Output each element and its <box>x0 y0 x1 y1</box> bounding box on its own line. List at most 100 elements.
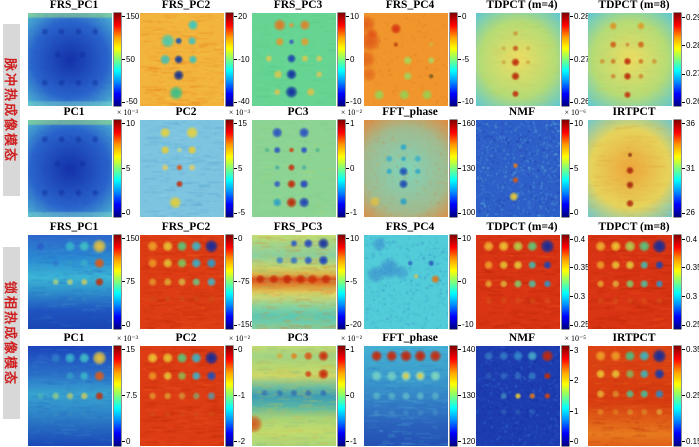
heatmap-canvas <box>140 235 224 329</box>
colorbar-tick-label: 0 <box>458 278 466 286</box>
colorbar-tick-label: 150 <box>122 234 139 243</box>
panel-title: PC3 <box>287 332 309 344</box>
colorbar-tick-label: 0 <box>458 12 466 21</box>
colorbar <box>114 346 121 446</box>
panel-row-4: PC1 × 10⁻³ 15 7.5 0 PC2 × 10⁻² 0 -1 -2 PC3 ×… <box>26 332 699 446</box>
panel-title: FRS_PC2 <box>161 0 211 11</box>
colorbar-tick-label: 0.26 <box>570 98 590 106</box>
colorbar <box>562 13 569 106</box>
colorbar-tick-label: 0.29 <box>682 13 699 22</box>
panel-frs-pc3-pulse: FRS_PC3 10 0 -10 <box>250 0 362 106</box>
scale-exponent: × 10⁻³ <box>116 334 138 343</box>
colorbar <box>450 235 457 329</box>
colorbar-tick-label: 0.3 <box>570 293 585 301</box>
panel-title: FRS_PC1 <box>49 0 99 11</box>
panel-title: PC3 <box>287 106 309 118</box>
panel-pc3-lockin: PC3 × 10⁻² 1 0 -1 <box>250 332 362 446</box>
panel-fft-phase-pulse: FFT_phase 160 130 100 <box>362 106 475 217</box>
panel-row-2: PC1 × 10⁻³ 10 5 0 PC2 × 10⁻³ 15 5 -5 PC3 × 1… <box>26 106 699 217</box>
panel-fft-phase-lockin: FFT_phase 140 130 120 <box>362 332 475 446</box>
colorbar-ticks: 160 130 100 <box>458 119 475 217</box>
colorbar-tick-label: 10 <box>122 119 135 128</box>
panel-frs-pc4-lockin: FRS_PC4 10 0 -10 <box>362 221 474 329</box>
heatmap-canvas <box>140 13 224 106</box>
panel-title: TDPCT (m=8) <box>598 0 670 11</box>
heatmap-canvas <box>588 13 672 106</box>
colorbar <box>338 346 345 446</box>
colorbar-ticks: 150 50 -50 <box>122 12 139 106</box>
colorbar-tick-label: -5 <box>346 278 357 286</box>
colorbar-tick-label: 0 <box>346 392 354 400</box>
colorbar-tick-label: -5 <box>234 209 245 217</box>
panel-nmf-pulse: NMF × 10⁻⁶ 10 5 0 <box>474 106 586 217</box>
colorbar-tick-label: 0.25 <box>682 392 699 400</box>
colorbar-tick-label: 10 <box>346 12 359 21</box>
colorbar <box>338 120 345 217</box>
colorbar-tick-label: 0.28 <box>682 41 699 50</box>
section-label-pulse: 脉冲热成像模态 <box>3 24 20 196</box>
colorbar-tick-label: 3 <box>570 347 578 355</box>
colorbar-tick-label: -20 <box>346 321 362 329</box>
colorbar-tick-label: 130 <box>458 164 475 173</box>
heatmap-canvas <box>364 235 448 329</box>
heatmap-canvas <box>476 120 560 217</box>
panel-title: FRS_PC4 <box>385 221 435 233</box>
colorbar-tick-label: 0 <box>234 234 242 243</box>
panel-title: FRS_PC2 <box>161 221 211 233</box>
colorbar-tick-label: 0 <box>122 209 130 217</box>
heatmap-canvas <box>588 346 672 446</box>
heatmap-canvas <box>28 13 112 106</box>
colorbar-tick-label: -1 <box>234 392 245 400</box>
panel-frs-pc4-pulse: FRS_PC4 0 -5 -10 <box>362 0 474 106</box>
colorbar-tick-label: 0 <box>122 438 130 446</box>
colorbar <box>114 13 121 106</box>
colorbar <box>562 120 569 217</box>
colorbar-tick-label: 15 <box>122 346 135 354</box>
panel-frs-pc2-pulse: FRS_PC2 20 -10 -40 <box>138 0 250 106</box>
panel-title: PC1 <box>63 332 85 344</box>
heatmap-canvas <box>364 13 448 106</box>
colorbar-tick-label: -10 <box>346 98 362 106</box>
panel-title: PC1 <box>63 106 85 118</box>
colorbar-tick-label: 130 <box>458 392 475 400</box>
colorbar-ticks: 0.28 0.27 0.26 <box>570 12 590 106</box>
colorbar-ticks: 36 31 26 <box>682 119 698 217</box>
colorbar-tick-label: 0 <box>346 164 354 173</box>
colorbar-tick-label: -1 <box>346 209 357 217</box>
colorbar-ticks: 0 -1 -2 <box>234 346 250 446</box>
panel-title: FRS_PC3 <box>273 0 323 11</box>
colorbar-tick-label: 160 <box>458 119 475 128</box>
panel-title: NMF <box>508 332 536 344</box>
colorbar-tick-label: 150 <box>122 12 139 21</box>
panel-title: TDPCT (m=4) <box>486 0 558 11</box>
colorbar-tick-label: 0.35 <box>682 346 699 354</box>
heatmap-canvas <box>364 346 448 446</box>
panel-title: TDPCT (m=4) <box>486 221 558 233</box>
panel-pc3-pulse: PC3 × 10⁻² 1 0 -1 <box>250 106 362 217</box>
colorbar-tick-label: -10 <box>458 98 474 106</box>
heatmap-canvas <box>252 235 336 329</box>
panel-tdpct-m-8-pulse: TDPCT (m=8) 0.29 0.28 0.27 0.26 <box>586 0 699 106</box>
colorbar-tick-label: 0.35 <box>682 263 699 272</box>
colorbar <box>114 235 121 329</box>
colorbar-tick-label: -10 <box>458 321 474 329</box>
panel-title: IRTPCT <box>612 106 656 118</box>
colorbar-tick-label: -10 <box>234 55 250 64</box>
colorbar-ticks: 0.29 0.28 0.27 0.26 <box>682 13 699 106</box>
colorbar-tick-label: -75 <box>234 278 250 286</box>
colorbar <box>338 13 345 106</box>
panel-pc2-lockin: PC2 × 10⁻² 0 -1 -2 <box>138 332 250 446</box>
scale-exponent: × 10⁻³ <box>116 108 138 117</box>
heatmap-canvas <box>476 13 560 106</box>
heatmap-canvas <box>140 120 224 217</box>
colorbar-tick-label: -5 <box>458 55 469 64</box>
colorbar <box>226 235 233 329</box>
colorbar <box>674 346 681 446</box>
heatmap-canvas <box>588 235 672 329</box>
panel-title: FRS_PC4 <box>385 0 435 11</box>
colorbar-tick-label: 0 <box>234 346 242 354</box>
panel-pc1-lockin: PC1 × 10⁻³ 15 7.5 0 <box>26 332 138 446</box>
colorbar <box>114 120 121 217</box>
colorbar <box>674 120 681 217</box>
section-label-lockin: 锁相热成像模态 <box>3 247 20 419</box>
